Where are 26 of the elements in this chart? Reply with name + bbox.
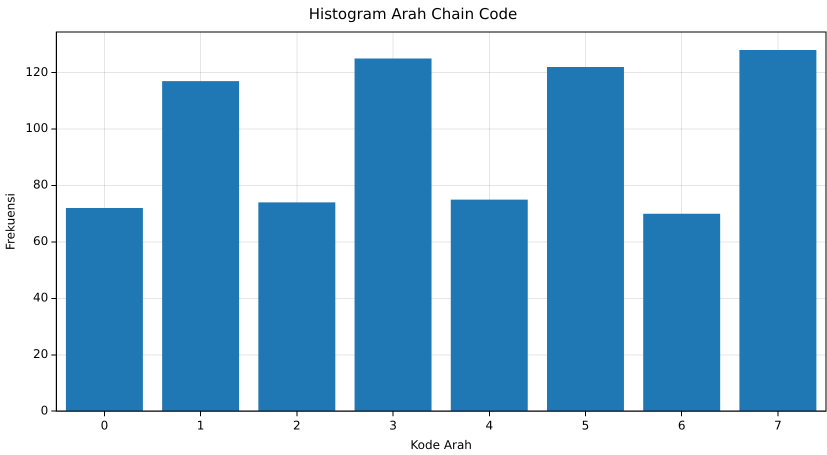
y-tick-label: 80 [33, 178, 48, 192]
y-tick-label: 100 [25, 121, 48, 136]
bar [162, 81, 240, 411]
y-axis-title: Frekuensi [3, 193, 18, 250]
x-tick-label: 3 [389, 418, 397, 433]
bar [258, 202, 336, 411]
x-axis-title: Kode Arah [410, 438, 472, 452]
bar [450, 200, 528, 411]
x-tick-label: 4 [485, 418, 494, 433]
bar [354, 58, 432, 411]
x-tick-label: 6 [678, 418, 686, 433]
y-tick-label: 60 [33, 234, 48, 248]
x-tick-label: 0 [100, 418, 108, 433]
y-tick-label: 120 [25, 64, 48, 79]
x-tick-label: 2 [293, 418, 301, 433]
bar [546, 66, 624, 411]
y-tick-label: 0 [40, 403, 48, 418]
x-tick-label: 5 [582, 418, 590, 433]
y-tick-label: 20 [33, 346, 48, 361]
chart-title: Histogram Arah Chain Code [308, 4, 518, 23]
bar [66, 208, 143, 411]
bar [739, 50, 816, 411]
y-tick-label: 40 [33, 290, 48, 304]
x-tick-label: 7 [774, 418, 782, 433]
x-tick-label: 1 [196, 418, 204, 433]
bar [643, 214, 720, 411]
